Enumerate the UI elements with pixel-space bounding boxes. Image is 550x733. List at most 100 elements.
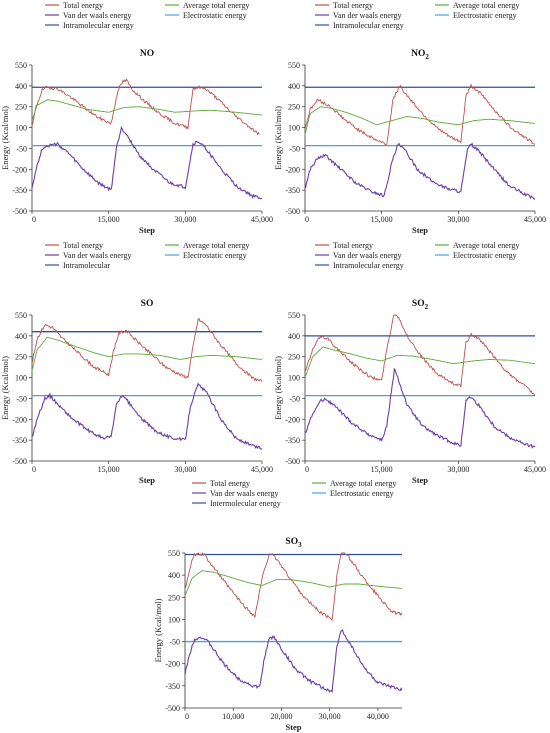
y-axis-label: Energy (Kcal/mol) [153,598,163,662]
chart-title-subscript: 2 [425,303,429,311]
legend-label: Van der waals energy [333,11,402,20]
x-tick-label: 15,000 [371,215,393,224]
y-tick-label: -50 [289,144,300,153]
y-tick-label: 550 [15,311,27,320]
chart-panel-5: Total energy Average total energy Van der … [153,479,403,732]
series-total-energy [31,317,263,382]
y-tick-label: -50 [16,394,27,403]
legend-label: Average total energy [183,1,249,10]
legend-label: Electrostatic energy [183,11,247,20]
x-tick-label: 30,000 [174,465,196,474]
x-axis-label: Step [139,475,155,485]
chart-title: SO2 [412,299,429,311]
series-van-der-waals-energy [304,142,536,200]
y-tick-label: 250 [288,353,300,362]
x-tick-label: 15,000 [98,465,120,474]
y-tick-label: -200 [165,660,180,669]
legend-label: Total energy [333,241,373,250]
legend-label: Average total energy [453,241,519,250]
chart-title: NO [140,49,154,59]
y-tick-label: 100 [15,124,27,133]
y-tick-label: -200 [285,165,300,174]
legend-label: Electrostatic energy [453,251,517,260]
legend-label: Intramolecular energy [333,21,404,30]
y-tick-label: 400 [288,82,300,91]
y-tick-label: 250 [288,103,300,112]
series-average-total-energy [304,106,536,135]
x-tick-label: 0 [305,215,309,224]
y-tick-label: 400 [15,82,27,91]
y-tick-label: 400 [15,332,27,341]
chart-panel-2: Total energy Average total energy Van der … [273,1,546,235]
legend-label: Intramolecular [63,261,110,270]
y-tick-label: -500 [12,457,27,466]
chart-panel-1: Total energy Average total energy Van der … [0,1,273,235]
y-tick-label: -50 [169,638,180,647]
legend-label: Van der waals energy [210,489,279,498]
y-axis-label: Energy (Kcal/mol) [273,106,283,170]
legend-label: Total energy [63,1,103,10]
y-tick-label: 100 [288,374,300,383]
legend-label: Total energy [333,1,373,10]
legend-label: Total energy [63,241,103,250]
y-tick-label: 100 [288,124,300,133]
x-tick-label: 0 [32,215,36,224]
x-tick-label: 30,000 [174,215,196,224]
y-tick-label: 550 [168,549,180,558]
x-tick-label: 15,000 [98,215,120,224]
x-tick-label: 10,000 [222,712,244,721]
legend-label: Van der waals energy [63,251,132,260]
series-average-total-energy [184,570,403,596]
y-tick-label: -350 [165,682,180,691]
x-tick-label: 45,000 [524,465,546,474]
x-axis-label: Step [285,722,301,732]
chart-title: SO3 [285,537,302,549]
y-tick-label: 550 [15,61,27,70]
chart-title-subscript: 2 [425,53,429,61]
legend-label: Intermolecular energy [210,499,281,508]
x-axis-label: Step [139,225,155,235]
x-tick-label: 30,000 [447,465,469,474]
series-van-der-waals-energy [31,125,263,200]
legend-label: Intramolecular energy [333,261,404,270]
y-tick-label: 250 [168,593,180,602]
x-tick-label: 40,000 [367,712,389,721]
y-tick-label: -500 [285,207,300,216]
series-van-der-waals-energy [184,629,403,694]
legend-label: Electrostatic energy [183,251,247,260]
legend-label: Average total energy [453,1,519,10]
series-average-total-energy [31,99,263,121]
legend-label: Average total energy [330,479,396,488]
y-tick-label: -200 [12,415,27,424]
y-tick-label: -200 [285,415,300,424]
y-tick-label: -200 [12,165,27,174]
y-tick-label: 250 [15,103,27,112]
x-axis-label: Step [412,225,428,235]
chart-panel-4: Total energy Average total energy Van der … [273,241,546,485]
x-tick-label: 45,000 [251,215,273,224]
y-tick-label: -350 [285,436,300,445]
x-tick-label: 45,000 [524,215,546,224]
series-total-energy [31,78,260,136]
legend-label: Total energy [210,479,250,488]
legend-label: Electrostatic energy [453,11,517,20]
series-total-energy [184,552,403,622]
y-tick-label: 100 [168,615,180,624]
legend-label: Electrostatic energy [330,489,394,498]
y-tick-label: -500 [165,704,180,713]
y-tick-label: 250 [15,353,27,362]
y-tick-label: -350 [12,186,27,195]
y-tick-label: -350 [12,436,27,445]
y-tick-label: 550 [288,311,300,320]
y-tick-label: -50 [16,144,27,153]
legend-label: Van der waals energy [63,11,132,20]
x-tick-label: 45,000 [251,465,273,474]
y-axis-label: Energy (Kcal/mol) [273,356,283,420]
y-tick-label: 400 [288,332,300,341]
legend-label: Van der waals energy [333,251,402,260]
x-tick-label: 0 [305,465,309,474]
series-average-total-energy [304,346,536,378]
y-tick-label: -350 [285,186,300,195]
legend-label: Average total energy [183,241,249,250]
